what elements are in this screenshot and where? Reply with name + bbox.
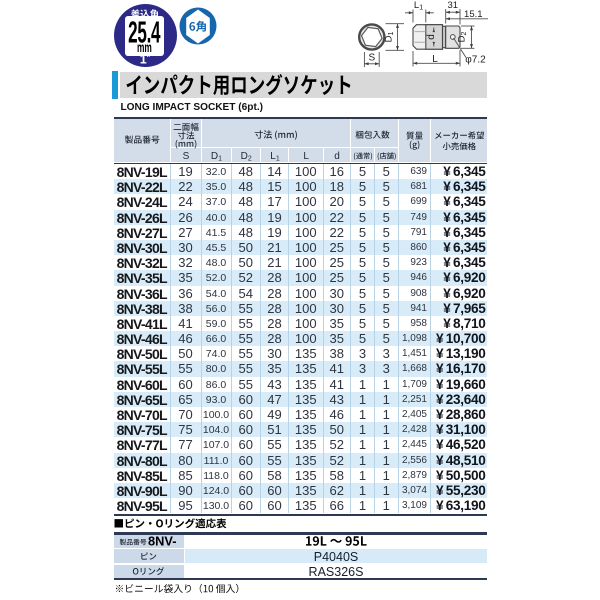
svg-text:L: L — [432, 54, 438, 65]
svg-text:D1: D1 — [384, 32, 396, 43]
svg-text:31: 31 — [448, 0, 459, 11]
svg-text:S: S — [368, 53, 375, 64]
svg-text:D2: D2 — [457, 32, 469, 43]
svg-text:mm: mm — [137, 41, 152, 55]
svg-text:P4040S: P4040S — [314, 550, 358, 564]
svg-text:LONG IMPACT SOCKET (6pt.): LONG IMPACT SOCKET (6pt.) — [121, 102, 264, 113]
svg-text:L: L — [303, 151, 309, 162]
svg-text:1″: 1″ — [140, 52, 151, 66]
svg-text:φ7.2: φ7.2 — [465, 55, 486, 66]
svg-text:25.4: 25.4 — [128, 16, 161, 49]
svg-text:d: d — [334, 151, 340, 162]
svg-text:D1: D1 — [211, 151, 222, 163]
svg-text:RAS326S: RAS326S — [309, 565, 364, 579]
svg-text:8NV-: 8NV- — [148, 534, 176, 549]
svg-text:d: d — [426, 34, 437, 40]
svg-text:L1: L1 — [270, 151, 280, 163]
svg-text:L1: L1 — [414, 0, 423, 12]
svg-text:S: S — [183, 151, 190, 162]
svg-text:D2: D2 — [241, 151, 252, 163]
svg-text:15.1: 15.1 — [464, 9, 483, 20]
